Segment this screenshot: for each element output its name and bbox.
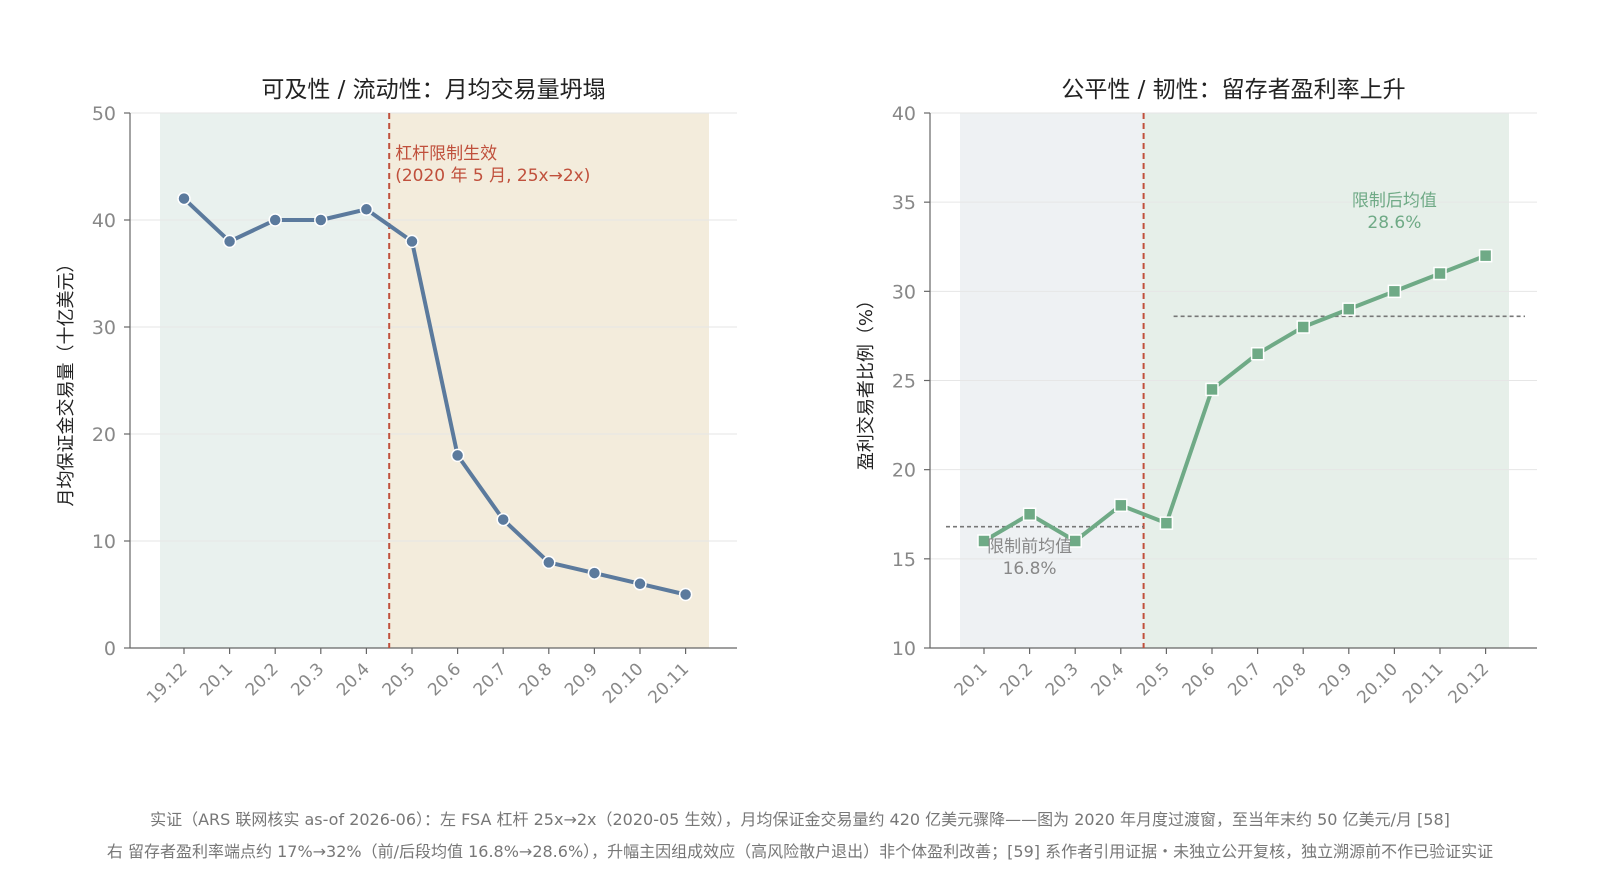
series-line xyxy=(982,253,1488,543)
y-tick-label: 10 xyxy=(892,638,916,660)
y-tick-label: 10 xyxy=(92,531,116,553)
data-point xyxy=(1478,248,1493,263)
chart-panel-1: 0 10 20 30 40 50 19.12 20.1 20.2 20.3 20.4 20.5 20.6… xyxy=(56,77,737,708)
data-point xyxy=(1296,320,1310,334)
y-axis-label: 盈利交易者比例（%） xyxy=(856,291,877,470)
x-tick-label: 20.3 xyxy=(1042,659,1083,700)
data-point xyxy=(542,555,556,570)
data-point xyxy=(268,213,282,227)
x-tick-label: 20.5 xyxy=(379,659,420,700)
pre-mean-label: 限制前均值 xyxy=(987,537,1072,557)
data-point xyxy=(587,566,602,580)
caption-line-2: 右 留存者盈利率端点约 17%→32%（前/后段均值 16.8%→28.6%），… xyxy=(106,842,1494,861)
y-tick-label: 20 xyxy=(92,424,116,446)
y-tick-label: 40 xyxy=(892,103,916,125)
x-tick-label: 20.4 xyxy=(1087,659,1128,700)
x-tick-label: 20.10 xyxy=(599,659,648,708)
x-tick-label: 20.1 xyxy=(951,659,992,700)
x-tick-label: 20.4 xyxy=(333,659,374,700)
x-tick-label: 20.9 xyxy=(1315,659,1356,700)
data-point xyxy=(1114,498,1128,513)
data-point xyxy=(359,202,374,217)
data-point xyxy=(678,587,693,602)
x-tick-label: 20.8 xyxy=(515,659,556,700)
x-tick-label: 20.1 xyxy=(196,659,237,700)
chart-title: 公平性 / 韧性：留存者盈利率上升 xyxy=(1061,77,1405,103)
chart-title: 可及性 / 流动性：月均交易量坍塌 xyxy=(261,77,605,103)
y-tick-label: 20 xyxy=(892,460,916,482)
data-point xyxy=(1250,347,1265,361)
y-tick-label: 40 xyxy=(92,210,116,232)
x-tick-label: 20.9 xyxy=(561,659,602,700)
x-tick-label: 20.11 xyxy=(645,659,694,708)
data-point xyxy=(405,234,419,249)
x-tick-label: 20.6 xyxy=(1179,659,1220,700)
y-axis-label: 月均保证金交易量（十亿美元） xyxy=(56,255,77,507)
series-line xyxy=(182,196,688,597)
y-tick-label: 30 xyxy=(92,317,116,339)
data-point xyxy=(1068,534,1082,548)
data-point xyxy=(1205,382,1219,397)
data-point xyxy=(1342,302,1356,316)
data-point xyxy=(314,213,328,227)
event-annotation-line-2: (2020 年 5 月, 25x→2x) xyxy=(395,166,590,186)
x-tick-label: 20.7 xyxy=(1224,659,1265,700)
data-point xyxy=(450,448,465,463)
x-tick-label: 20.5 xyxy=(1133,659,1174,700)
x-tick-label: 20.3 xyxy=(287,659,328,700)
y-tick-label: 25 xyxy=(892,371,916,393)
data-point xyxy=(1433,266,1447,281)
data-point xyxy=(1387,284,1402,299)
y-tick-label: 15 xyxy=(892,549,916,571)
data-point xyxy=(633,577,647,591)
x-tick-label: 20.11 xyxy=(1399,659,1448,708)
data-point xyxy=(177,191,191,206)
y-tick-label: 0 xyxy=(104,638,116,660)
x-tick-label: 20.2 xyxy=(996,659,1037,700)
data-point xyxy=(496,512,510,527)
x-tick-label: 20.2 xyxy=(242,659,283,700)
x-tick-label: 20.7 xyxy=(470,659,511,700)
x-tick-label: 20.10 xyxy=(1353,659,1402,708)
data-point xyxy=(1022,507,1037,521)
pre-period-shade xyxy=(160,113,390,648)
x-tick-label: 20.6 xyxy=(424,659,465,700)
data-point xyxy=(977,534,991,548)
y-tick-label: 30 xyxy=(892,281,916,303)
data-point xyxy=(222,234,237,249)
pre-mean-value: 16.8% xyxy=(1003,559,1057,579)
event-annotation-line-1: 杠杆限制生效 xyxy=(395,144,497,164)
x-tick-label: 19.12 xyxy=(143,659,192,708)
post-mean-value: 28.6% xyxy=(1367,213,1421,233)
x-tick-label: 20.12 xyxy=(1445,659,1494,708)
post-mean-label: 限制后均值 xyxy=(1352,191,1437,211)
caption-line-1: 实证（ARS 联网核实 as-of 2026-06）：左 FSA 杠杆 25x→… xyxy=(150,810,1450,829)
y-tick-label: 50 xyxy=(92,103,116,125)
x-tick-label: 20.8 xyxy=(1270,659,1311,700)
y-tick-label: 35 xyxy=(892,192,916,214)
data-point xyxy=(1159,516,1174,530)
